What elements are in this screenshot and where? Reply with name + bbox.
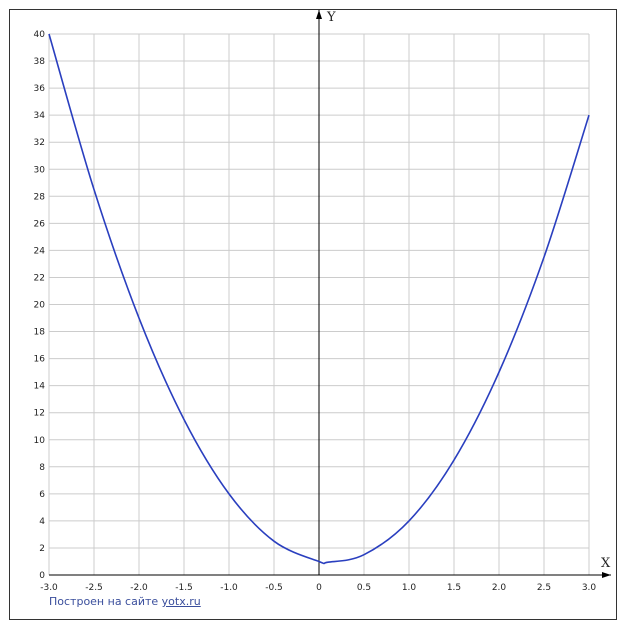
x-tick-label: -0.5 xyxy=(265,583,283,593)
y-tick-label: 38 xyxy=(34,57,46,67)
y-tick-label: 34 xyxy=(34,111,46,121)
tick-labels: -3.0 -2.5 -2.0 -1.5 -1.0 -0.5 0 0.5 1.0 1.5 2.0 2.5… xyxy=(34,30,597,593)
x-tick-label: 2.5 xyxy=(537,583,551,593)
y-tick-label: 18 xyxy=(34,328,46,338)
y-axis-label: Y xyxy=(326,10,336,25)
y-tick-label: 10 xyxy=(34,436,46,446)
x-tick-label: 0 xyxy=(316,583,322,593)
x-tick-label: 3.0 xyxy=(582,583,597,593)
y-tick-label: 14 xyxy=(34,382,46,392)
chart-frame xyxy=(9,9,617,620)
x-tick-label: 0.5 xyxy=(357,583,371,593)
y-tick-label: 28 xyxy=(34,192,46,202)
series-line xyxy=(48,33,590,565)
y-tick-label: 30 xyxy=(34,165,46,175)
x-tick-label: 2.0 xyxy=(492,583,507,593)
y-tick-label: 2 xyxy=(39,544,45,554)
y-tick-label: 26 xyxy=(34,219,46,229)
y-tick-label: 4 xyxy=(39,517,45,527)
series xyxy=(48,33,590,565)
y-tick-label: 22 xyxy=(34,273,45,283)
y-tick-label: 36 xyxy=(34,84,46,94)
x-tick-label: 1.0 xyxy=(402,583,417,593)
x-tick-label: -1.5 xyxy=(175,583,193,593)
y-tick-label: 24 xyxy=(34,246,46,256)
footer-link[interactable]: yotx.ru xyxy=(161,595,201,608)
x-axis-label: X xyxy=(601,556,611,571)
y-tick-label: 16 xyxy=(34,355,46,365)
y-tick-label: 6 xyxy=(39,490,45,500)
footer: Построен на сайте yotx.ru xyxy=(49,595,201,608)
axes xyxy=(49,10,611,578)
x-tick-label: 1.5 xyxy=(447,583,461,593)
y-tick-label: 20 xyxy=(34,301,46,311)
x-tick-label: -1.0 xyxy=(220,583,238,593)
y-tick-label: 0 xyxy=(39,571,45,581)
x-axis-arrow xyxy=(602,572,611,578)
x-tick-label: -2.5 xyxy=(85,583,103,593)
x-tick-label: -2.0 xyxy=(130,583,148,593)
footer-text: Построен на сайте xyxy=(49,595,159,608)
y-tick-label: 32 xyxy=(34,138,45,148)
y-axis-arrow xyxy=(316,10,322,19)
y-tick-label: 40 xyxy=(34,30,46,40)
y-tick-label: 8 xyxy=(39,463,45,473)
x-tick-label: -3.0 xyxy=(40,583,58,593)
y-tick-label: 12 xyxy=(34,409,45,419)
